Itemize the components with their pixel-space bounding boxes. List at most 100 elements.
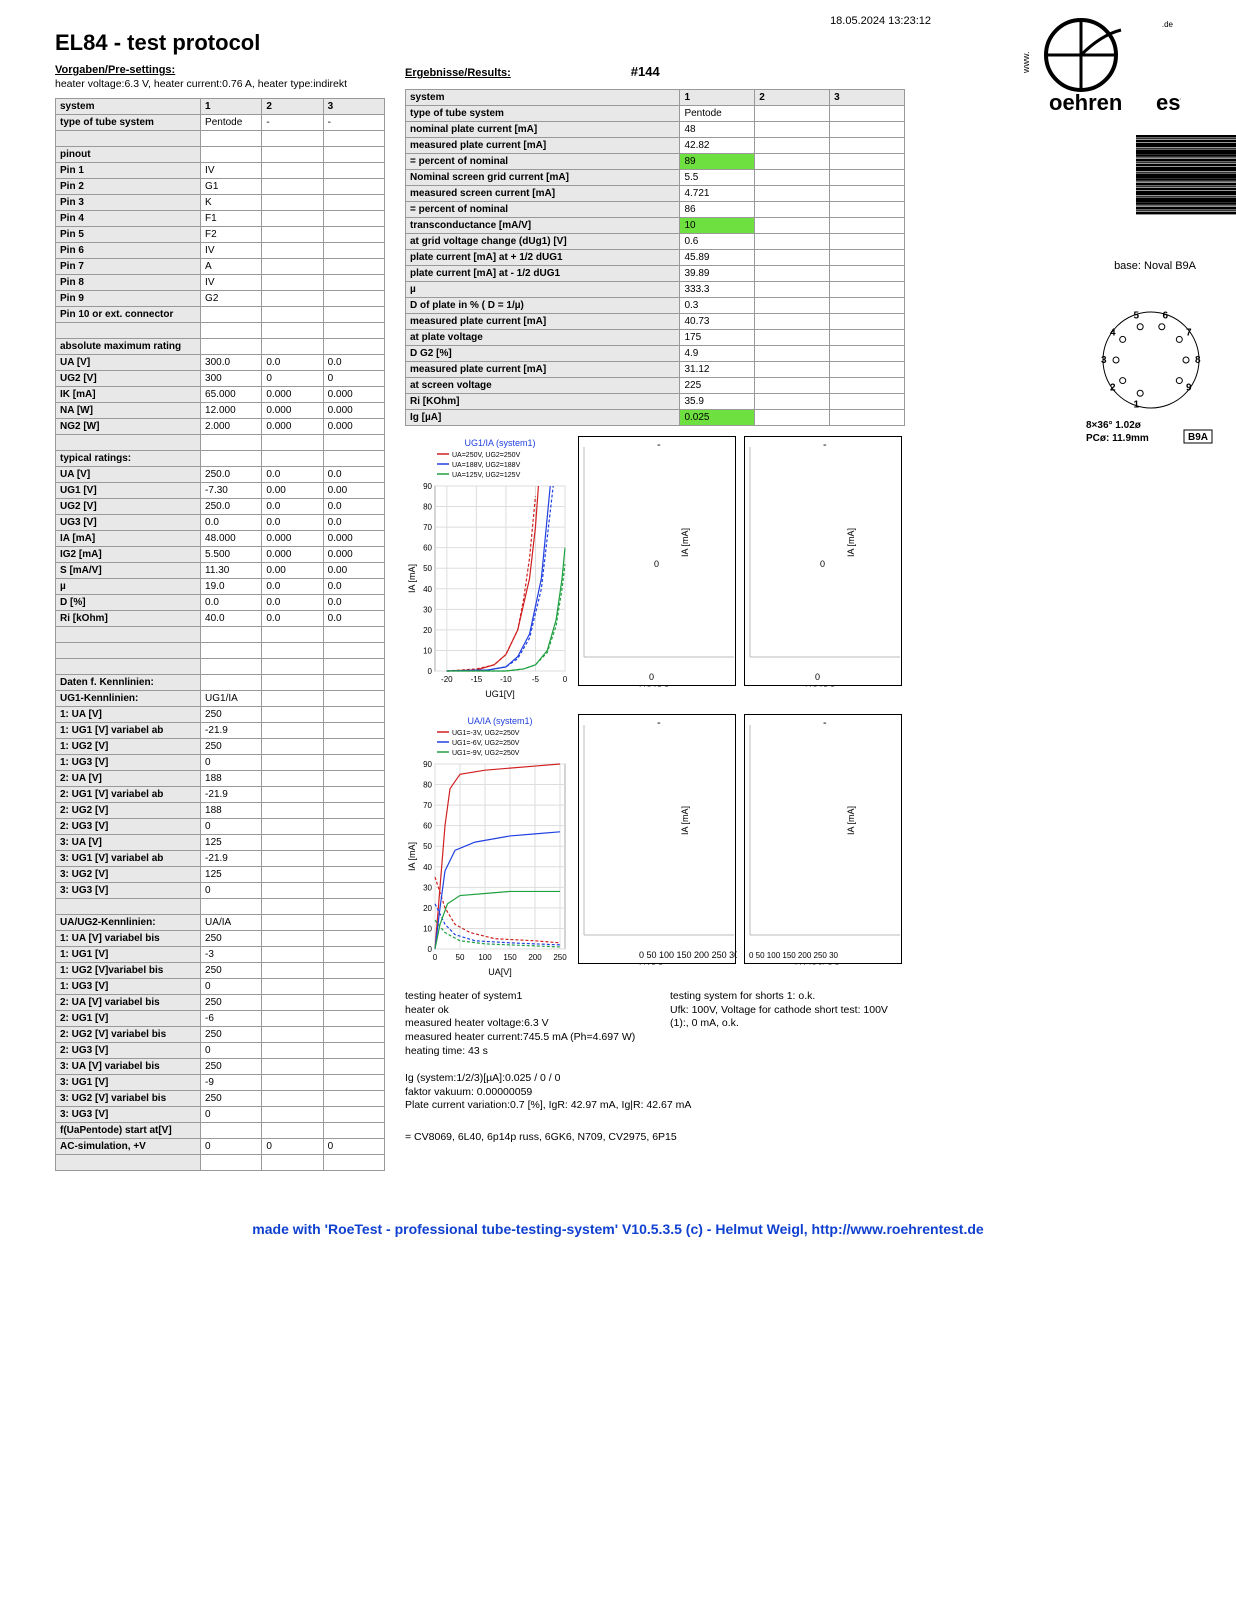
svg-text:UA[V]: UA[V] (488, 967, 512, 977)
chart-ug1-ia: -20-15-10-500102030405060708090UG1/IA (s… (405, 436, 570, 704)
base-label: base: Noval B9A (1114, 260, 1196, 272)
svg-text:-20: -20 (441, 675, 453, 684)
svg-text:4: 4 (1110, 327, 1116, 338)
notes-bottom: Ig (system:1/2/3)[µA]:0.025 / 0 / 0fakto… (405, 1072, 905, 1113)
svg-text:40: 40 (423, 585, 432, 594)
svg-text:50: 50 (456, 953, 465, 962)
svg-text:-15: -15 (471, 675, 483, 684)
svg-text:0: 0 (820, 559, 825, 569)
svg-text:9: 9 (1186, 383, 1192, 394)
svg-text:IA [mA]: IA [mA] (680, 528, 690, 557)
chart-row-2: 0 50 100 150 200 250 0 10 20 30 40 50 60 70 80 90 UA/IA … (405, 714, 905, 982)
svg-text:10: 10 (423, 924, 432, 933)
notes-row: testing heater of system1heater okmeasur… (405, 990, 905, 1058)
serial-number: #144 (631, 64, 660, 79)
svg-text:UA=188V, UG2=188V: UA=188V, UG2=188V (452, 462, 521, 469)
notes-right: testing system for shorts 1: o.k.Ufk: 10… (670, 990, 905, 1058)
footer: made with 'RoeTest - professional tube-t… (55, 1221, 1181, 1237)
chart-empty-1: - IA [mA]00UG1[V] (578, 436, 736, 686)
svg-text:90: 90 (423, 482, 432, 491)
svg-text:0: 0 (654, 559, 659, 569)
svg-text:5: 5 (1133, 310, 1139, 321)
svg-text:3: 3 (1101, 355, 1107, 366)
svg-text:0: 0 (649, 672, 654, 682)
chart-empty-3: - IA [mA]0 50 100 150 200 250 30UA[V] (578, 714, 736, 964)
svg-text:250: 250 (553, 953, 567, 962)
svg-text:1: 1 (1133, 400, 1139, 411)
chart-row-1: -20-15-10-500102030405060708090UG1/IA (s… (405, 436, 905, 704)
svg-text:100: 100 (478, 953, 492, 962)
logo: www. .de oehren est (1021, 15, 1181, 115)
svg-text:0 50 100 150 200 250: 0 50 100 150 200 250 30 (749, 951, 839, 960)
page-title: EL84 - test protocol (55, 30, 1181, 56)
svg-text:IA [mA]: IA [mA] (680, 806, 690, 835)
svg-text:0: 0 (433, 953, 438, 962)
svg-text:6: 6 (1163, 310, 1169, 321)
presettings-column: Vorgaben/Pre-settings: heater voltage:6.… (55, 64, 385, 1171)
svg-text:IA [mA]: IA [mA] (407, 564, 417, 593)
svg-text:30: 30 (423, 605, 432, 614)
svg-text:PCø: 11.9mm: PCø: 11.9mm (1086, 433, 1149, 444)
svg-text:70: 70 (423, 801, 432, 810)
svg-text:200: 200 (528, 953, 542, 962)
svg-text:UG1/IA (system1): UG1/IA (system1) (464, 438, 535, 448)
svg-text:IA [mA]: IA [mA] (846, 806, 856, 835)
svg-text:UA/IA (system1): UA/IA (system1) (467, 716, 532, 726)
results-column: Ergebnisse/Results: #144 system123type o… (405, 64, 905, 1143)
svg-text:2: 2 (1110, 383, 1116, 394)
header: 18.05.2024 13:23:12 EL84 - test protocol… (55, 30, 1181, 56)
svg-text:30: 30 (423, 883, 432, 892)
results-table: system123type of tube systemPentodenomin… (405, 89, 905, 426)
svg-text:UG1[V]: UG1[V] (485, 689, 515, 699)
barcode-icon (1136, 135, 1236, 218)
svg-text:60: 60 (423, 822, 432, 831)
svg-text:UA[V]: UA[V] (639, 963, 663, 965)
chart-ua-ia: 0 50 100 150 200 250 0 10 20 30 40 50 60 70 80 90 UA/IA … (405, 714, 570, 982)
svg-text:90: 90 (423, 760, 432, 769)
svg-text:70: 70 (423, 523, 432, 532)
pinout-diagram: 1 2 3 4 5 6 7 8 9 8×36° 1.02ø PCø: 11.9mm B9A (1086, 300, 1216, 448)
svg-text:150: 150 (503, 953, 517, 962)
svg-text:B9A: B9A (1188, 432, 1208, 443)
svg-text:UG1=-9V, UG2=250V: UG1=-9V, UG2=250V (452, 750, 520, 757)
svg-text:50: 50 (423, 842, 432, 851)
svg-text:20: 20 (423, 904, 432, 913)
svg-text:0: 0 (563, 675, 568, 684)
chart-empty-2: - IA [mA]00UG1[V] (744, 436, 902, 686)
timestamp: 18.05.2024 13:23:12 (830, 15, 931, 27)
svg-text:8: 8 (1195, 355, 1201, 366)
svg-text:20: 20 (423, 626, 432, 635)
svg-text:0: 0 (815, 672, 820, 682)
svg-text:0: 0 (428, 667, 433, 676)
chart-empty-4: - IA [mA]0 50 100 150 200 250 30UA(G2) [… (744, 714, 902, 964)
presettings-table: system123type of tube systemPentode--pin… (55, 98, 385, 1171)
svg-text:UA(G2) [V]: UA(G2) [V] (795, 963, 839, 965)
svg-text:80: 80 (423, 781, 432, 790)
notes-left: testing heater of system1heater okmeasur… (405, 990, 640, 1058)
svg-text:.de: .de (1162, 20, 1174, 29)
svg-text:UG1=-3V, UG2=250V: UG1=-3V, UG2=250V (452, 730, 520, 737)
results-header: Ergebnisse/Results: (405, 67, 511, 79)
svg-text:IA [mA]: IA [mA] (407, 842, 417, 871)
svg-text:7: 7 (1186, 327, 1192, 338)
svg-text:oehren: oehren (1049, 90, 1122, 115)
svg-text:8×36° 1.02ø: 8×36° 1.02ø (1086, 420, 1142, 431)
heater-line: heater voltage:6.3 V, heater current:0.7… (55, 78, 385, 90)
svg-text:0 50 100 150 200 250 30: 0 50 100 150 200 250 30 (639, 950, 737, 960)
svg-text:UA=250V, UG2=250V: UA=250V, UG2=250V (452, 452, 521, 459)
svg-text:50: 50 (423, 564, 432, 573)
svg-text:est: est (1156, 90, 1181, 115)
svg-text:0: 0 (428, 945, 433, 954)
svg-text:80: 80 (423, 503, 432, 512)
svg-text:www.: www. (1021, 51, 1031, 74)
svg-text:-10: -10 (500, 675, 512, 684)
svg-text:UG1=-6V, UG2=250V: UG1=-6V, UG2=250V (452, 740, 520, 747)
svg-text:UA=125V, UG2=125V: UA=125V, UG2=125V (452, 472, 521, 479)
svg-text:40: 40 (423, 863, 432, 872)
svg-text:UG1[V]: UG1[V] (805, 685, 835, 687)
presettings-header: Vorgaben/Pre-settings: (55, 64, 385, 76)
svg-text:IA [mA]: IA [mA] (846, 528, 856, 557)
svg-text:10: 10 (423, 646, 432, 655)
svg-text:UG1[V]: UG1[V] (639, 685, 669, 687)
svg-text:-5: -5 (532, 675, 540, 684)
